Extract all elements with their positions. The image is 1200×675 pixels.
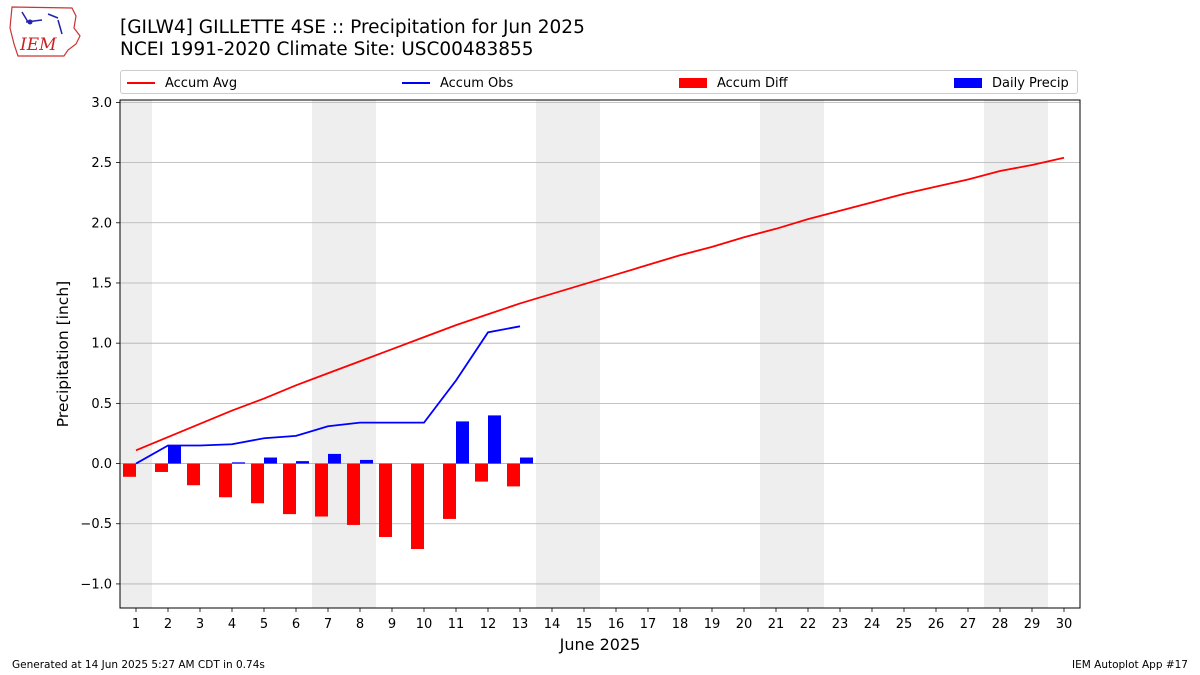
x-tick-label: 12	[480, 617, 497, 632]
legend-swatch-accum-avg	[127, 82, 155, 84]
daily-precip-bar	[360, 459, 373, 464]
x-tick-label: 27	[960, 617, 977, 632]
y-tick-label: 3.0	[91, 96, 112, 111]
x-tick-label: 10	[416, 617, 433, 632]
x-tick-label: 19	[704, 617, 721, 632]
weekend-band	[760, 100, 824, 608]
daily-precip-bar	[488, 415, 501, 464]
y-tick-label: 0.5	[91, 397, 112, 412]
plot-frame	[119, 99, 1081, 609]
y-tick-label: 0.0	[91, 457, 112, 472]
x-tick-label: 30	[1056, 617, 1073, 632]
x-tick-label: 21	[768, 617, 785, 632]
chart-legend: Accum Avg Accum Obs Accum Diff Daily Pre…	[120, 70, 1078, 94]
x-tick-label: 8	[356, 617, 364, 632]
legend-swatch-daily-precip	[954, 78, 982, 88]
legend-item-accum-diff: Accum Diff	[679, 74, 788, 92]
iem-logo: IEM	[6, 4, 84, 60]
x-tick-label: 29	[1024, 617, 1041, 632]
x-tick-label: 4	[228, 617, 236, 632]
x-tick-label: 14	[544, 617, 561, 632]
legend-item-accum-avg: Accum Avg	[127, 74, 237, 92]
accum-diff-bar	[379, 463, 392, 537]
accum-diff-bar	[251, 463, 264, 504]
legend-swatch-accum-obs	[402, 82, 430, 84]
daily-precip-bar	[232, 462, 245, 464]
x-tick-label: 15	[576, 617, 593, 632]
accum-diff-bar	[315, 463, 328, 517]
x-tick-label: 3	[196, 617, 204, 632]
legend-label-daily-precip: Daily Precip	[992, 75, 1069, 91]
x-axis-label: June 2025	[559, 635, 641, 654]
x-tick-label: 1	[132, 617, 140, 632]
chart-title: [GILW4] GILLETTE 4SE :: Precipitation fo…	[120, 17, 585, 61]
daily-precip-bar	[168, 445, 181, 464]
x-tick-label: 23	[832, 617, 849, 632]
accum-diff-bar	[219, 463, 232, 498]
daily-precip-bar	[296, 461, 309, 464]
x-tick-label: 22	[800, 617, 817, 632]
accum-diff-bar	[347, 463, 360, 525]
x-tick-label: 11	[448, 617, 465, 632]
x-tick-label: 25	[896, 617, 913, 632]
weekend-band	[312, 100, 376, 608]
accum-diff-bar	[123, 463, 136, 477]
accum-diff-bar	[507, 463, 520, 487]
weekend-band	[536, 100, 600, 608]
x-tick-label: 18	[672, 617, 689, 632]
y-tick-label: −0.5	[80, 517, 112, 532]
x-tick-label: 26	[928, 617, 945, 632]
y-tick-label: 1.5	[91, 276, 112, 291]
weekend-band	[120, 100, 152, 608]
title-line-2: NCEI 1991-2020 Climate Site: USC00483855	[120, 39, 534, 60]
footer-app: IEM Autoplot App #17	[1072, 659, 1188, 671]
x-tick-label: 6	[292, 617, 300, 632]
x-tick-label: 24	[864, 617, 881, 632]
footer-generated: Generated at 14 Jun 2025 5:27 AM CDT in …	[12, 659, 265, 671]
x-tick-label: 17	[640, 617, 657, 632]
y-tick-label: 2.5	[91, 156, 112, 171]
accum-diff-bar	[187, 463, 200, 486]
daily-precip-bar	[520, 457, 533, 464]
legend-swatch-accum-diff	[679, 78, 707, 88]
accum-diff-bar	[411, 463, 424, 550]
weekend-band	[984, 100, 1048, 608]
accum-diff-bar	[475, 463, 488, 482]
accum-avg-line	[135, 156, 1065, 452]
daily-precip-bar	[264, 457, 277, 464]
x-tick-label: 5	[260, 617, 268, 632]
y-axis-label: Precipitation [inch]	[54, 281, 72, 427]
x-tick-label: 7	[324, 617, 332, 632]
x-tick-label: 28	[992, 617, 1009, 632]
x-tick-label: 13	[512, 617, 529, 632]
y-tick-label: −1.0	[80, 577, 112, 592]
accum-diff-bar	[283, 463, 296, 515]
legend-label-accum-obs: Accum Obs	[440, 75, 514, 91]
legend-label-accum-avg: Accum Avg	[165, 75, 238, 91]
daily-precip-bar	[328, 453, 341, 464]
daily-precip-bar	[456, 421, 469, 464]
title-line-1: [GILW4] GILLETTE 4SE :: Precipitation fo…	[120, 17, 585, 38]
accum-diff-bar	[443, 463, 456, 519]
x-tick-label: 2	[164, 617, 172, 632]
accum-diff-bar	[155, 463, 168, 472]
legend-label-accum-diff: Accum Diff	[717, 75, 788, 91]
accum-obs-line	[135, 325, 521, 465]
x-tick-label: 16	[608, 617, 625, 632]
legend-item-accum-obs: Accum Obs	[402, 74, 513, 92]
y-tick-label: 1.0	[91, 337, 112, 352]
x-tick-label: 9	[388, 617, 396, 632]
logo-text: IEM	[19, 35, 57, 55]
x-tick-label: 20	[736, 617, 753, 632]
legend-item-daily-precip: Daily Precip	[954, 74, 1069, 92]
y-tick-label: 2.0	[91, 216, 112, 231]
